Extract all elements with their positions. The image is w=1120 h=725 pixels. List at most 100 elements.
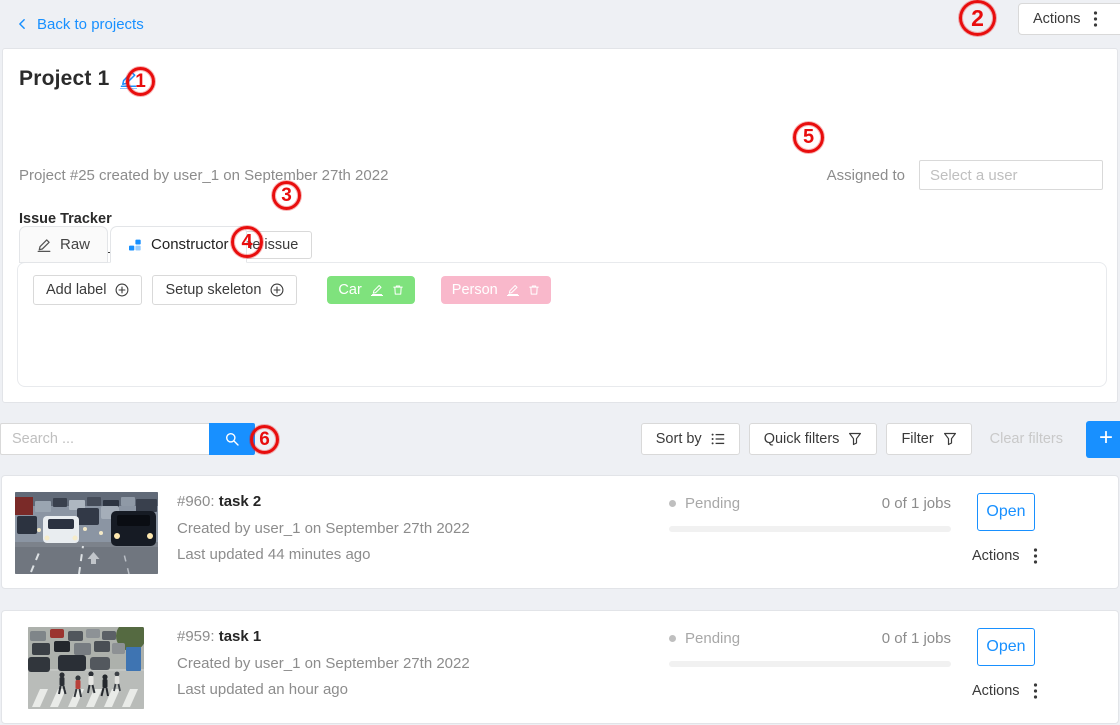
add-label-text: Add label xyxy=(46,282,107,298)
plus-icon: + xyxy=(1098,423,1113,451)
project-title: Project 1 xyxy=(19,67,110,90)
task-status-label: Pending xyxy=(685,630,741,647)
project-details-card: Project 1 Project #25 created by user_1 … xyxy=(2,48,1118,403)
task-right-block: Open Actions xyxy=(951,611,1118,699)
filter-label: Filter xyxy=(901,431,934,447)
task-details: #959: task 1 Created by user_1 on Septem… xyxy=(170,611,669,698)
task-right-block: Open Actions xyxy=(951,476,1118,564)
create-task-button[interactable]: + xyxy=(1086,420,1120,458)
edit-pencil-icon xyxy=(37,238,51,252)
task-jobs-count: 0 of 1 jobs xyxy=(881,630,951,647)
task-status-label: Pending xyxy=(685,495,741,512)
more-vertical-icon xyxy=(1033,683,1038,699)
filter-button[interactable]: Filter xyxy=(886,423,972,455)
search-input[interactable] xyxy=(0,423,209,455)
sort-by-label: Sort by xyxy=(655,431,702,447)
task-progress-bar xyxy=(669,526,951,532)
filter-funnel-icon xyxy=(848,432,862,446)
open-task-button[interactable]: Open xyxy=(977,493,1035,531)
task-thumbnail-wrap xyxy=(2,476,170,590)
task-name: task 2 xyxy=(218,493,262,510)
assignee-select-input[interactable] xyxy=(919,160,1103,190)
add-label-button[interactable]: Add label xyxy=(33,275,143,305)
task-created-text: Created by user_1 on September 27th 2022 xyxy=(177,655,470,672)
search-group xyxy=(0,423,255,455)
label-chip-car-name: Car xyxy=(338,282,362,298)
annotation-circle-1: 1 xyxy=(126,67,155,96)
task-details: #960: task 2 Created by user_1 on Septem… xyxy=(170,476,669,563)
task-card: #960: task 2 Created by user_1 on Septem… xyxy=(1,475,1119,589)
delete-label-icon[interactable] xyxy=(528,284,540,296)
edit-label-icon[interactable] xyxy=(506,284,519,296)
issue-tracker-heading: Issue Tracker xyxy=(19,211,112,227)
task-actions-label: Actions xyxy=(972,548,1020,564)
task-thumbnail-wrap xyxy=(2,611,170,725)
label-chip-person: Person xyxy=(440,276,551,304)
task-actions-menu[interactable]: Actions xyxy=(972,548,1038,564)
tab-raw-label: Raw xyxy=(60,236,91,253)
task-title: #960: task 2 xyxy=(177,493,669,510)
back-to-projects-link[interactable]: Back to projects xyxy=(16,16,144,33)
search-button[interactable] xyxy=(209,423,255,455)
task-status: Pending xyxy=(669,630,740,647)
task-actions-menu[interactable]: Actions xyxy=(972,683,1038,699)
tab-raw[interactable]: Raw xyxy=(19,226,109,263)
label-chip-person-name: Person xyxy=(451,282,498,298)
annotation-circle-2: 2 xyxy=(959,0,996,36)
task-name: task 1 xyxy=(218,628,262,645)
task-progress-bar xyxy=(669,661,951,667)
task-updated-text: Last updated 44 minutes ago xyxy=(177,546,371,563)
more-vertical-icon xyxy=(1033,548,1038,564)
task-id: #960: xyxy=(177,493,215,510)
label-chip-car: Car xyxy=(327,276,415,304)
task-thumbnail[interactable] xyxy=(28,627,144,709)
task-card: #959: task 1 Created by user_1 on Septem… xyxy=(1,610,1119,724)
open-task-button[interactable]: Open xyxy=(977,628,1035,666)
assignee-group: Assigned to xyxy=(827,160,1103,190)
project-actions-button[interactable]: Actions xyxy=(1018,3,1120,35)
assigned-to-label: Assigned to xyxy=(826,166,905,184)
task-progress-block: Pending 0 of 1 jobs xyxy=(669,495,951,532)
annotation-circle-4: 4 xyxy=(231,226,263,258)
setup-skeleton-button[interactable]: Setup skeleton xyxy=(152,275,298,305)
plus-circle-icon xyxy=(115,283,129,297)
back-to-projects-label: Back to projects xyxy=(37,15,144,33)
project-title-row: Project 1 xyxy=(19,67,137,91)
task-title: #959: task 1 xyxy=(177,628,669,645)
status-dot-icon xyxy=(669,635,676,642)
project-actions-label: Actions xyxy=(1033,11,1081,27)
top-bar: Back to projects Actions xyxy=(0,0,1120,48)
task-created-text: Created by user_1 on September 27th 2022 xyxy=(177,520,470,537)
edit-label-icon[interactable] xyxy=(370,284,383,296)
tab-constructor[interactable]: Constructor xyxy=(110,226,247,263)
task-thumbnail[interactable] xyxy=(14,492,158,574)
annotation-circle-5: 5 xyxy=(793,122,824,153)
toolbar-right-group: Sort by Quick filters Filter Clear filte… xyxy=(640,419,1120,459)
quick-filters-label: Quick filters xyxy=(763,431,840,447)
list-icon xyxy=(711,432,725,446)
annotation-circle-3: 3 xyxy=(272,181,301,210)
task-jobs-count: 0 of 1 jobs xyxy=(881,495,951,512)
plus-circle-icon xyxy=(270,283,284,297)
chevron-left-icon xyxy=(16,18,28,30)
status-dot-icon xyxy=(669,500,676,507)
project-meta-row: Project #25 created by user_1 on Septemb… xyxy=(19,159,1103,191)
project-meta-text: Project #25 created by user_1 on Septemb… xyxy=(19,166,389,184)
tab-constructor-label: Constructor xyxy=(151,236,229,253)
sort-by-button[interactable]: Sort by xyxy=(640,423,740,455)
clear-filters-button[interactable]: Clear filters xyxy=(989,431,1063,447)
task-actions-label: Actions xyxy=(972,683,1020,699)
delete-label-icon[interactable] xyxy=(392,284,404,296)
more-vertical-icon xyxy=(1093,11,1098,27)
tasks-toolbar: Sort by Quick filters Filter Clear filte… xyxy=(0,419,1120,459)
task-updated-text: Last updated an hour ago xyxy=(177,681,348,698)
task-id: #959: xyxy=(177,628,215,645)
labels-tabs: Raw Constructor xyxy=(19,226,247,263)
task-progress-block: Pending 0 of 1 jobs xyxy=(669,630,951,667)
constructor-panel: Add label Setup skeleton Car Person xyxy=(17,262,1107,387)
setup-skeleton-text: Setup skeleton xyxy=(165,282,262,298)
quick-filters-button[interactable]: Quick filters xyxy=(748,423,878,455)
search-icon xyxy=(225,432,239,446)
build-blocks-icon xyxy=(128,238,142,252)
annotation-circle-6: 6 xyxy=(250,425,279,454)
